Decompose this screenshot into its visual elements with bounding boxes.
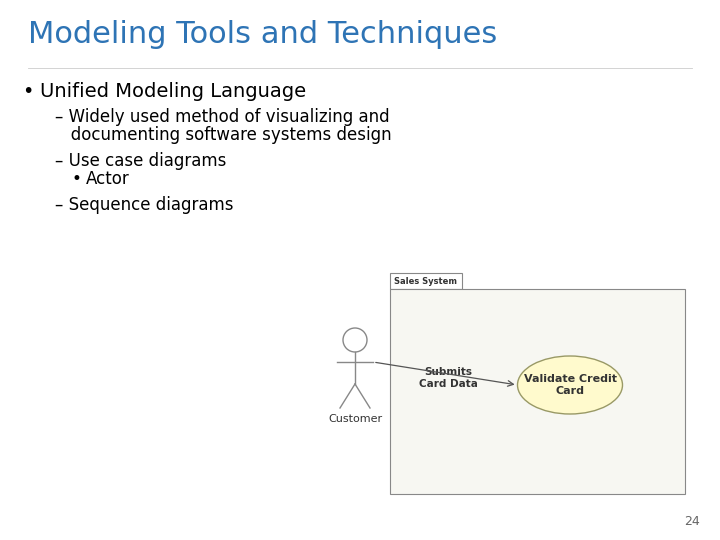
Text: documenting software systems design: documenting software systems design: [55, 126, 392, 144]
Text: Sales System: Sales System: [395, 276, 457, 286]
Ellipse shape: [518, 356, 623, 414]
Text: •: •: [22, 82, 33, 101]
FancyBboxPatch shape: [390, 289, 685, 494]
Text: Submits
Card Data: Submits Card Data: [418, 367, 477, 389]
Text: Validate Credit
Card: Validate Credit Card: [523, 374, 616, 396]
Text: – Sequence diagrams: – Sequence diagrams: [55, 196, 233, 214]
FancyBboxPatch shape: [390, 273, 462, 289]
Text: Actor: Actor: [86, 170, 130, 188]
Text: – Widely used method of visualizing and: – Widely used method of visualizing and: [55, 108, 390, 126]
Text: Unified Modeling Language: Unified Modeling Language: [40, 82, 306, 101]
Text: •: •: [72, 170, 82, 188]
Text: Modeling Tools and Techniques: Modeling Tools and Techniques: [28, 20, 498, 49]
Text: – Use case diagrams: – Use case diagrams: [55, 152, 226, 170]
Text: Customer: Customer: [328, 414, 382, 424]
Text: 24: 24: [684, 515, 700, 528]
